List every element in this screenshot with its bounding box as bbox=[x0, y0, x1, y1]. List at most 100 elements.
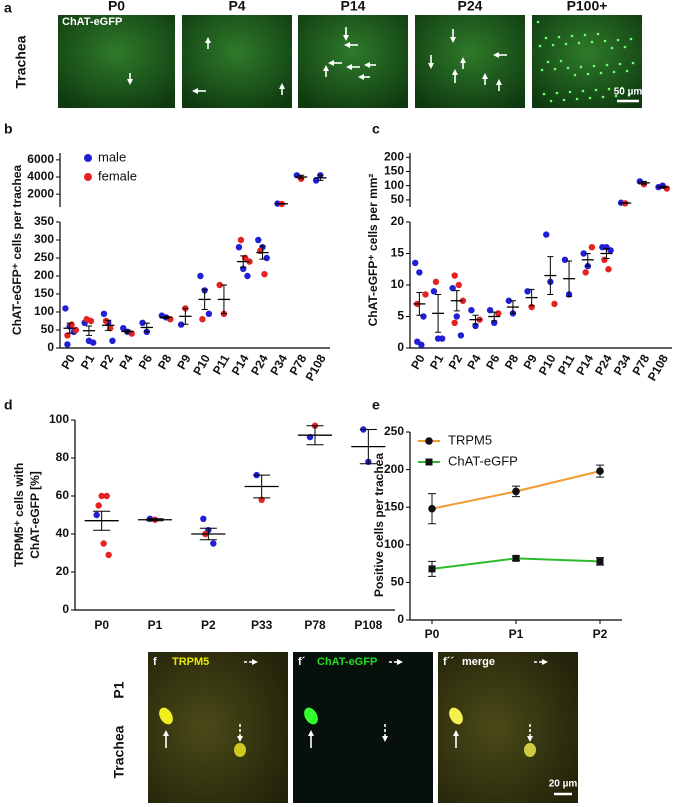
y-tick-label: 150 bbox=[384, 499, 404, 513]
y-tick-label: 0 bbox=[47, 340, 54, 354]
scale-bar-label: 20 µm bbox=[549, 779, 578, 790]
x-tick-label: P108 bbox=[303, 352, 329, 384]
data-point bbox=[139, 319, 146, 326]
legend-marker bbox=[425, 437, 433, 445]
micrograph bbox=[182, 15, 292, 108]
data-point bbox=[246, 258, 253, 265]
arrow-head bbox=[358, 74, 364, 80]
arrow-head bbox=[343, 35, 349, 41]
y-tick-label: 150 bbox=[384, 164, 404, 178]
y-tick-label: 40 bbox=[56, 526, 70, 540]
cell bbox=[588, 96, 592, 100]
error-bar bbox=[509, 300, 516, 314]
x-tick-label: P24 bbox=[592, 352, 615, 378]
x-tick-label: P24 bbox=[248, 352, 271, 378]
data-point bbox=[100, 540, 107, 547]
scale-bar-label: 50 µm bbox=[614, 87, 643, 98]
y-tick-label: 200 bbox=[384, 462, 404, 476]
y-axis-label: ChAT-eGFP [%] bbox=[28, 471, 42, 559]
panel-letter: d bbox=[4, 397, 13, 413]
cell bbox=[544, 36, 548, 40]
data-point bbox=[197, 272, 204, 280]
error-bar bbox=[259, 245, 266, 260]
cell bbox=[575, 97, 579, 101]
arrow-head bbox=[192, 88, 198, 94]
data-point bbox=[261, 271, 268, 278]
cell bbox=[540, 68, 544, 72]
y-tick-label: 350 bbox=[34, 214, 54, 228]
data-point bbox=[588, 244, 596, 251]
micrograph bbox=[148, 652, 288, 803]
error-bar bbox=[199, 527, 217, 541]
arrow-head bbox=[527, 736, 533, 742]
x-tick-label: P6 bbox=[136, 352, 156, 372]
image-label: P0 bbox=[108, 0, 125, 14]
data-point bbox=[451, 319, 458, 326]
y-tick-label: 4000 bbox=[27, 169, 54, 183]
y-axis-label: ChAT-eGFP⁺ cells per mm² bbox=[366, 174, 380, 327]
cell bbox=[610, 46, 614, 50]
data-point bbox=[412, 259, 419, 267]
data-point bbox=[596, 557, 604, 565]
arrow-head bbox=[328, 60, 334, 66]
micrograph bbox=[298, 15, 408, 108]
error-bar bbox=[659, 185, 666, 189]
data-point bbox=[100, 310, 108, 317]
cell bbox=[601, 95, 605, 99]
cell bbox=[594, 88, 598, 92]
data-point bbox=[432, 278, 440, 286]
cell bbox=[559, 59, 563, 63]
cell bbox=[573, 73, 577, 77]
cell bbox=[570, 34, 574, 38]
legend-label: male bbox=[98, 149, 126, 164]
panel-letter: a bbox=[4, 0, 12, 16]
error-bar bbox=[253, 474, 271, 499]
y-tick-label: 50 bbox=[41, 322, 55, 336]
cell bbox=[555, 91, 559, 95]
x-tick-label: P1 bbox=[148, 618, 163, 632]
cell bbox=[612, 70, 616, 74]
cell bbox=[605, 63, 609, 67]
data-point bbox=[582, 269, 589, 276]
legend-label: ChAT-eGFP bbox=[448, 453, 518, 468]
error-bar bbox=[472, 314, 479, 325]
cell bbox=[596, 32, 600, 36]
cell bbox=[629, 37, 633, 41]
data-point bbox=[102, 317, 110, 325]
data-point bbox=[430, 288, 438, 295]
data-point bbox=[468, 307, 475, 314]
arrow-head bbox=[453, 730, 459, 736]
arrow-head bbox=[346, 64, 352, 70]
arrow-head bbox=[428, 63, 434, 69]
data-point bbox=[505, 297, 513, 304]
x-tick-label: P0 bbox=[425, 627, 440, 641]
y-tick-label: 300 bbox=[34, 232, 54, 246]
cell bbox=[542, 92, 546, 96]
data-point bbox=[109, 337, 116, 344]
y-tick-label: 2000 bbox=[27, 186, 54, 200]
error-bar bbox=[528, 288, 535, 307]
data-point bbox=[416, 269, 423, 276]
y-tick-label: 60 bbox=[56, 488, 70, 502]
x-tick-label: P34 bbox=[267, 352, 290, 378]
y-tick-label: 15 bbox=[391, 246, 405, 260]
error-bar bbox=[143, 322, 150, 333]
error-bar bbox=[453, 290, 460, 312]
data-point bbox=[95, 502, 102, 509]
error-bar bbox=[435, 293, 442, 333]
arrow-head bbox=[496, 79, 502, 85]
arrow-head bbox=[237, 736, 243, 742]
data-point bbox=[561, 256, 569, 263]
image-letter: f bbox=[153, 656, 157, 668]
y-tick-label: 100 bbox=[384, 178, 404, 192]
x-tick-label: P0 bbox=[408, 352, 428, 372]
data-point bbox=[263, 254, 270, 262]
y-tick-label: 10 bbox=[391, 277, 405, 291]
micrograph bbox=[293, 652, 433, 803]
x-tick-label: P108 bbox=[645, 352, 671, 384]
data-point bbox=[453, 313, 460, 320]
y-tick-label: 100 bbox=[34, 304, 54, 318]
y-tick-label: 100 bbox=[49, 412, 69, 426]
y-axis-label: Positive cells per trachea bbox=[372, 453, 386, 597]
